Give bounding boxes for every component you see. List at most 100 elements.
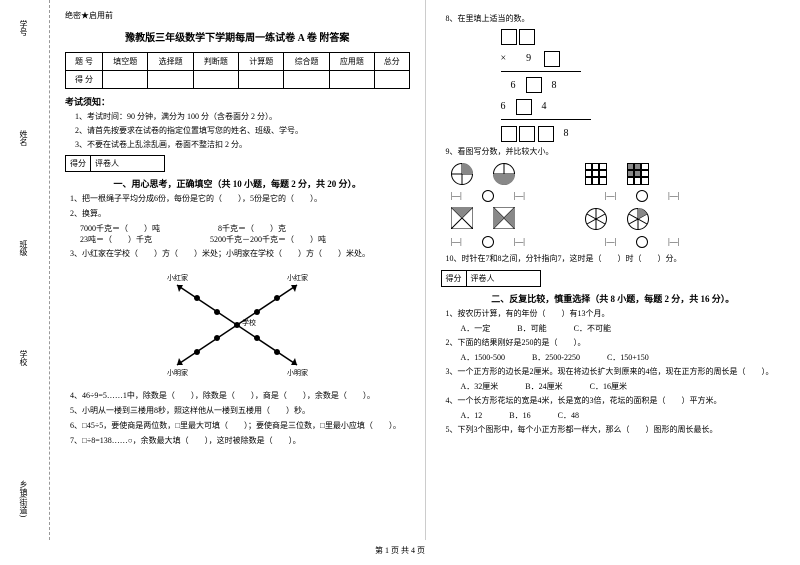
- sidebar-lbl-school: 学校: [18, 350, 29, 366]
- compare-box[interactable]: [482, 236, 494, 248]
- table-row: 得 分: [66, 71, 410, 89]
- digit-box[interactable]: [501, 126, 517, 142]
- grader-label: 评卷人: [91, 156, 164, 171]
- left-column: 绝密★启用前 豫教版三年级数学下学期每周一练试卷 A 卷 附答案 题 号 填空题…: [50, 0, 426, 540]
- td[interactable]: [239, 71, 284, 89]
- choice-a[interactable]: A．一定: [461, 324, 491, 333]
- choice-c[interactable]: C．16厘米: [590, 382, 627, 391]
- choice-b[interactable]: B．24厘米: [525, 382, 562, 391]
- choice-b[interactable]: B．16: [509, 411, 530, 420]
- th: 应用题: [329, 53, 374, 71]
- frac-row-1: [451, 163, 776, 185]
- calc-r5: 8: [501, 124, 786, 142]
- q2: 2、换算。: [70, 208, 410, 220]
- binding-sidebar: 学号 姓名 班级 学校 乡镇(街道): [0, 0, 50, 540]
- scorer-box-2: 得分 评卷人: [441, 270, 541, 287]
- label-se: 小明家: [287, 368, 308, 377]
- q10: 10、时针在7和8之间，分针指向7，这时是（ ）时（ ）分。: [446, 253, 786, 265]
- choice-b[interactable]: B．2500-2250: [532, 353, 580, 362]
- choice-c[interactable]: C．48: [558, 411, 579, 420]
- choice-a[interactable]: A．32厘米: [461, 382, 499, 391]
- td[interactable]: [375, 71, 409, 89]
- blank[interactable]: |—|: [668, 237, 679, 246]
- th: 计算题: [239, 53, 284, 71]
- s2q4-choices: A．12 B．16 C．48: [461, 410, 786, 421]
- frac-row-2: [451, 207, 776, 231]
- blank[interactable]: |—|: [605, 237, 616, 246]
- s2q1: 1、按农历计算，有的年份（ ）有13个月。: [446, 308, 786, 320]
- s2q2-choices: A．1500-500 B．2500-2250 C．150+150: [461, 352, 786, 363]
- compare-box[interactable]: [482, 190, 494, 202]
- calc-r3: 6 8: [501, 76, 786, 94]
- digit-box[interactable]: [516, 99, 532, 115]
- compare-box[interactable]: [636, 190, 648, 202]
- label-ne: 小红家: [287, 273, 308, 282]
- digit-box[interactable]: [501, 29, 517, 45]
- notice-item: 1、考试时间：90 分钟，满分为 100 分（含卷面分 2 分）。: [75, 111, 410, 122]
- q2b: 8千克＝（ ）克: [218, 224, 286, 233]
- q2c: 23吨＝（ ）千克: [80, 235, 152, 244]
- blank[interactable]: |—|: [605, 191, 616, 200]
- td[interactable]: [193, 71, 238, 89]
- score-label: 得分: [66, 156, 91, 171]
- circle-fraction-icon: [451, 163, 473, 185]
- compare-box[interactable]: [636, 236, 648, 248]
- sidebar-lbl-name: 姓名: [18, 130, 29, 146]
- choice-a[interactable]: A．12: [461, 411, 483, 420]
- label-nw: 小红家: [167, 273, 188, 282]
- digit-box[interactable]: [519, 126, 535, 142]
- q9: 9、看图写分数，并比较大小。: [446, 146, 786, 158]
- q2-sub: 7000千克＝（ ）吨 8千克＝（ ）克 23吨＝（ ）千克 5200千克－20…: [80, 223, 410, 245]
- th: 填空题: [103, 53, 148, 71]
- circle-fraction-icon: [493, 163, 515, 185]
- s2q3: 3、一个正方形的边长是2厘米。现在将边长扩大到原来的4倍，现在正方形的周长是（ …: [446, 366, 786, 378]
- calc-line: [501, 71, 581, 72]
- s2q2: 2、下面的结果刚好是250的是（ ）。: [446, 337, 786, 349]
- scorer-box: 得分 评卷人: [65, 155, 165, 172]
- digit-box[interactable]: [519, 29, 535, 45]
- frac-rel-2: |—| |—| |—| |—|: [451, 236, 776, 248]
- blank[interactable]: |—|: [451, 191, 462, 200]
- direction-diagram: 小红家 小红家 小明家 小明家 学校: [147, 265, 327, 385]
- td[interactable]: [148, 71, 193, 89]
- notice-item: 2、请首先按要求在试卷的指定位置填写您的姓名、班级、学号。: [75, 125, 410, 136]
- th: 判断题: [193, 53, 238, 71]
- td[interactable]: [284, 71, 329, 89]
- grader-label: 评卷人: [467, 271, 540, 286]
- sidebar-lbl-class: 班级: [18, 240, 29, 256]
- q2d: 5200千克－200千克＝（ ）吨: [210, 235, 326, 244]
- blank[interactable]: |—|: [451, 237, 462, 246]
- digit-box[interactable]: [538, 126, 554, 142]
- s2q5: 5、下列3个图形中，每个小正方形都一样大，那么（ ）图形的周长最长。: [446, 424, 786, 436]
- digit-box[interactable]: [544, 51, 560, 67]
- grid-fraction-icon: [627, 163, 649, 185]
- td[interactable]: [103, 71, 148, 89]
- square-fraction-icon: [451, 207, 473, 231]
- sidebar-lbl-id: 学号: [18, 20, 29, 36]
- td[interactable]: [329, 71, 374, 89]
- frac-rel-1: |—| |—| |—| |—|: [451, 190, 776, 202]
- choice-b[interactable]: B．可能: [517, 324, 546, 333]
- blank[interactable]: |—|: [514, 237, 525, 246]
- blank[interactable]: |—|: [668, 191, 679, 200]
- choice-c[interactable]: C．不可能: [574, 324, 611, 333]
- th: 总分: [375, 53, 409, 71]
- section1-title: 一、用心思考，正确填空（共 10 小题，每题 2 分，共 20 分）。: [65, 177, 410, 190]
- score-label: 得分: [442, 271, 467, 286]
- th: 题 号: [66, 53, 103, 71]
- q6: 6、□45÷5，要使商是两位数，□里最大可填（ ）；要使商是三位数，□里最小应填…: [70, 420, 410, 432]
- th: 选择题: [148, 53, 193, 71]
- digit-box[interactable]: [526, 77, 542, 93]
- blank[interactable]: |—|: [514, 191, 525, 200]
- choice-a[interactable]: A．1500-500: [461, 353, 505, 362]
- notice-item: 3、不要在试卷上乱涂乱画，卷面不整洁扣 2 分。: [75, 139, 410, 150]
- q3: 3、小红家在学校（ ）方（ ）米处；小明家在学校（ ）方（ ）米处。: [70, 248, 410, 260]
- label-sw: 小明家: [167, 368, 188, 377]
- exam-title: 豫教版三年级数学下学期每周一练试卷 A 卷 附答案: [65, 29, 410, 44]
- q1: 1、把一根绳子平均分成6份，每份是它的（ ），5份是它的（ ）。: [70, 193, 410, 205]
- calc-r4: 6 4: [501, 97, 786, 115]
- calc-line2: [501, 119, 591, 120]
- circle-fraction-icon: [627, 208, 649, 230]
- section2-title: 二、反复比较，慎重选择（共 8 小题，每题 2 分，共 16 分）。: [441, 292, 786, 305]
- choice-c[interactable]: C．150+150: [607, 353, 649, 362]
